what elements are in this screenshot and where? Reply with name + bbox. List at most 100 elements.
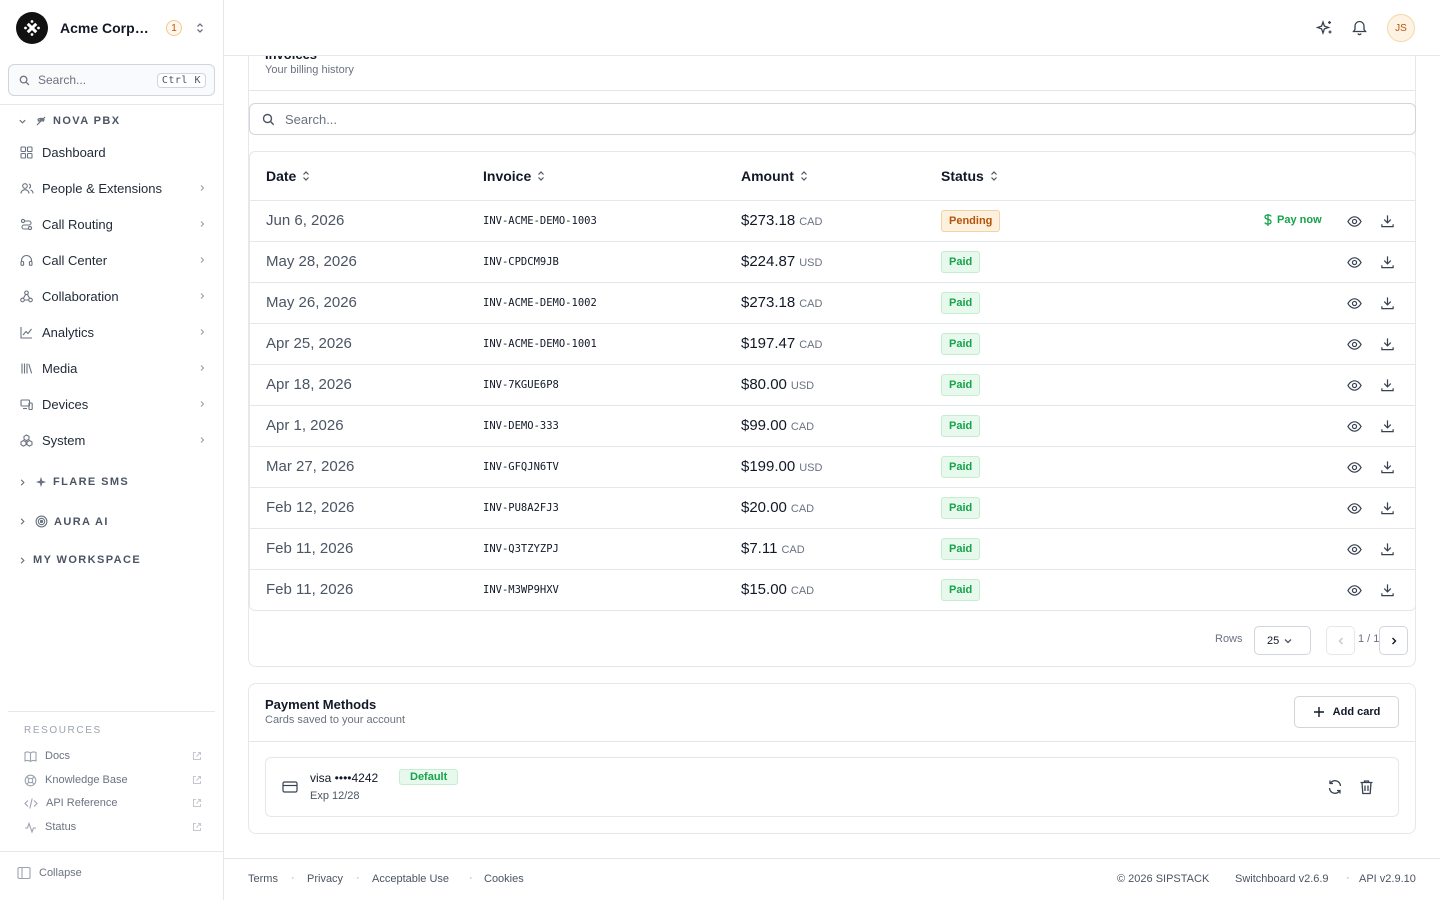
download-invoice-icon[interactable] bbox=[1380, 377, 1395, 393]
bell-icon[interactable] bbox=[1351, 19, 1368, 36]
rows-per-page-select[interactable]: 25 bbox=[1254, 626, 1311, 655]
amount-value: $15.00 bbox=[741, 581, 787, 598]
sidebar-item-system[interactable]: System bbox=[20, 426, 206, 454]
column-label: Invoice bbox=[483, 168, 532, 184]
view-invoice-eye-icon[interactable] bbox=[1347, 542, 1362, 557]
view-invoice-eye-icon[interactable] bbox=[1347, 378, 1362, 393]
download-invoice-icon[interactable] bbox=[1380, 295, 1395, 311]
table-row[interactable]: Apr 25, 2026 INV-ACME-DEMO-1001 $197.47 CAD… bbox=[250, 324, 1415, 365]
column-header-amount[interactable]: Amount bbox=[741, 168, 808, 184]
nav-group-nova-pbx[interactable]: NOVA PBX bbox=[18, 115, 120, 127]
nav-group-aura-ai[interactable]: AURA AI bbox=[18, 515, 109, 528]
cubes-icon bbox=[20, 433, 34, 447]
network-icon bbox=[20, 289, 34, 303]
nav-group-label: FLARE SMS bbox=[53, 476, 130, 488]
resource-link-api-reference[interactable]: API Reference bbox=[24, 793, 202, 813]
download-invoice-icon[interactable] bbox=[1380, 582, 1395, 598]
column-label: Status bbox=[941, 168, 984, 184]
footer-link-cookies[interactable]: Cookies bbox=[484, 873, 524, 885]
resource-link-status[interactable]: Status bbox=[24, 817, 202, 837]
sparkles-icon[interactable] bbox=[1316, 19, 1334, 37]
sidebar-item-label: Media bbox=[42, 360, 78, 376]
view-invoice-eye-icon[interactable] bbox=[1347, 214, 1362, 229]
sidebar-item-media[interactable]: Media bbox=[20, 354, 206, 382]
download-invoice-icon[interactable] bbox=[1380, 418, 1395, 434]
sidebar-item-label: Call Routing bbox=[42, 216, 113, 232]
table-row[interactable]: Feb 11, 2026 INV-M3WP9HXV $15.00 CAD Paid bbox=[250, 570, 1415, 610]
amount-currency: USD bbox=[799, 462, 823, 474]
resource-link-knowledge-base[interactable]: Knowledge Base bbox=[24, 770, 202, 790]
search-placeholder: Search... bbox=[38, 73, 87, 87]
pay-now-button[interactable]: Pay now bbox=[1263, 213, 1322, 227]
sidebar-item-dashboard[interactable]: Dashboard bbox=[20, 138, 206, 166]
view-invoice-eye-icon[interactable] bbox=[1347, 337, 1362, 352]
view-invoice-eye-icon[interactable] bbox=[1347, 255, 1362, 270]
invoice-number: INV-PU8A2FJ3 bbox=[483, 502, 559, 514]
sidebar-search-input[interactable]: Search... Ctrl K bbox=[8, 64, 215, 96]
download-invoice-icon[interactable] bbox=[1380, 336, 1395, 352]
resource-link-docs[interactable]: Docs bbox=[24, 746, 202, 766]
sidebar-item-people-extensions[interactable]: People & Extensions bbox=[20, 174, 206, 202]
add-card-button[interactable]: Add card bbox=[1294, 696, 1399, 728]
view-invoice-eye-icon[interactable] bbox=[1347, 583, 1362, 598]
view-invoice-eye-icon[interactable] bbox=[1347, 419, 1362, 434]
sidebar-item-label: System bbox=[42, 432, 86, 448]
invoice-date: May 28, 2026 bbox=[266, 253, 357, 270]
table-row[interactable]: Mar 27, 2026 INV-GFQJN6TV $199.00 USD Paid bbox=[250, 447, 1415, 488]
resource-label: Docs bbox=[45, 750, 71, 762]
footer-link-privacy[interactable]: Privacy bbox=[307, 873, 344, 885]
column-header-date[interactable]: Date bbox=[266, 168, 310, 184]
nav-group-flare-sms[interactable]: FLARE SMS bbox=[18, 476, 129, 488]
amount-currency: USD bbox=[790, 380, 815, 392]
invoice-number: INV-ACME-DEMO-1003 bbox=[483, 215, 597, 227]
nav-group-label: NOVA PBX bbox=[53, 115, 121, 127]
column-header-status[interactable]: Status bbox=[941, 168, 998, 184]
download-invoice-icon[interactable] bbox=[1380, 213, 1395, 229]
table-row[interactable]: Apr 1, 2026 INV-DEMO-333 $99.00 CAD Paid bbox=[250, 406, 1415, 447]
invoice-search-input[interactable]: Search... bbox=[249, 103, 1416, 135]
table-row[interactable]: Feb 12, 2026 INV-PU8A2FJ3 $20.00 CAD Paid bbox=[250, 488, 1415, 529]
nav-group-my-workspace[interactable]: MY WORKSPACE bbox=[18, 554, 141, 566]
org-notification-badge: 1 bbox=[166, 20, 182, 36]
collapse-sidebar-button[interactable]: Collapse bbox=[17, 866, 82, 880]
table-row[interactable]: Jun 6, 2026 INV-ACME-DEMO-1003 $273.18 CAD P… bbox=[250, 201, 1415, 242]
table-row[interactable]: May 28, 2026 INV-CPDCM9JB $224.87 USD Paid bbox=[250, 242, 1415, 283]
nav-group-label: AURA AI bbox=[54, 515, 109, 528]
user-avatar[interactable]: JS bbox=[1387, 14, 1415, 42]
column-header-invoice[interactable]: Invoice bbox=[483, 168, 545, 184]
sidebar-item-devices[interactable]: Devices bbox=[20, 390, 206, 418]
download-invoice-icon[interactable] bbox=[1380, 254, 1395, 270]
table-row[interactable]: Apr 18, 2026 INV-7KGUE6P8 $80.00 USD Paid bbox=[250, 365, 1415, 406]
sidebar-item-call-routing[interactable]: Call Routing bbox=[20, 210, 206, 238]
view-invoice-eye-icon[interactable] bbox=[1347, 296, 1362, 311]
sidebar-item-analytics[interactable]: Analytics bbox=[20, 318, 206, 346]
view-invoice-eye-icon[interactable] bbox=[1347, 501, 1362, 516]
footer-link-terms[interactable]: Terms bbox=[248, 873, 278, 885]
chevron-right-icon bbox=[198, 400, 206, 408]
invoice-number: INV-7KGUE6P8 bbox=[483, 379, 559, 391]
next-page-button[interactable] bbox=[1379, 626, 1408, 655]
footer-link-acceptable-use[interactable]: Acceptable Use bbox=[372, 873, 450, 885]
refresh-icon[interactable] bbox=[1327, 779, 1343, 795]
download-invoice-icon[interactable] bbox=[1380, 541, 1395, 557]
sidebar-item-collaboration[interactable]: Collaboration bbox=[20, 282, 206, 310]
table-row[interactable]: May 26, 2026 INV-ACME-DEMO-1002 $273.18 CAD… bbox=[250, 283, 1415, 324]
invoice-date: Feb 11, 2026 bbox=[266, 581, 354, 598]
trash-icon[interactable] bbox=[1359, 779, 1374, 795]
divider bbox=[249, 90, 1415, 91]
sidebar-item-call-center[interactable]: Call Center bbox=[20, 246, 206, 274]
download-invoice-icon[interactable] bbox=[1380, 459, 1395, 475]
headset-icon bbox=[20, 254, 34, 267]
footer-version: Switchboard v2.6.9 bbox=[1235, 873, 1329, 885]
amount-currency: CAD bbox=[781, 544, 805, 556]
route-icon bbox=[20, 218, 34, 231]
org-switcher[interactable]: Acme Corporation 1 bbox=[0, 0, 223, 56]
download-invoice-icon[interactable] bbox=[1380, 500, 1395, 516]
pay-now-label: Pay now bbox=[1277, 214, 1322, 226]
invoice-amount: $273.18 CAD bbox=[741, 212, 822, 229]
table-row[interactable]: Feb 11, 2026 INV-Q3TZYZPJ $7.11 CAD Paid bbox=[250, 529, 1415, 570]
invoice-amount: $7.11 CAD bbox=[741, 540, 805, 557]
previous-page-button[interactable] bbox=[1326, 626, 1355, 655]
invoice-amount: $20.00 CAD bbox=[741, 499, 814, 516]
view-invoice-eye-icon[interactable] bbox=[1347, 460, 1362, 475]
